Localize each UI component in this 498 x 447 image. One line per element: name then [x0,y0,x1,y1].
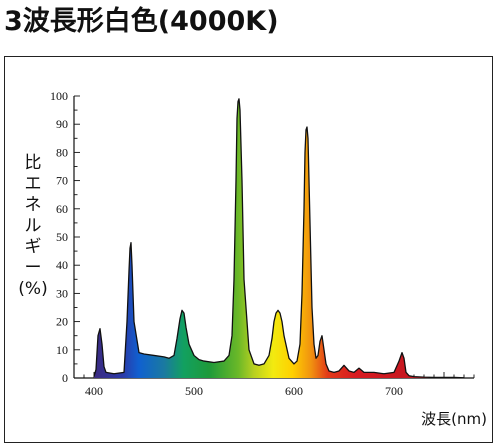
y-tick-label: 100 [50,89,68,103]
y-tick-label: 20 [56,315,68,329]
spectrum-outline [93,98,465,379]
y-tick-label: 40 [56,258,68,272]
y-axis-label-char: エ [25,174,42,194]
x-ticks-group: 400 500 600 700 [85,384,403,398]
y-axis-label-char: ギ [25,237,42,257]
y-tick-label: 90 [56,117,68,131]
y-axis-label-char: 比 [25,153,42,173]
y-ticks-group: 0 10 20 30 40 50 60 70 80 90 100 [50,89,68,385]
x-axis-label: 波長(nm) [421,410,487,428]
y-axis-label-char: ル [25,216,42,236]
y-tick-label: 60 [56,202,68,216]
y-tick-label: 0 [62,371,68,385]
y-tick-label: 70 [56,174,68,188]
x-tick-label: 600 [285,384,303,398]
chart-frame [4,56,493,443]
x-tick-label: 400 [85,384,103,398]
x-tick-label: 500 [185,384,203,398]
y-axis-label-char: ー [25,258,42,278]
y-tick-label: 80 [56,145,68,159]
chart-title: 3波長形白色(4000K) [4,6,279,37]
y-axis-label-char: (%) [18,279,47,299]
y-axis-label-char: ネ [25,195,42,215]
spectrum-area [94,98,464,378]
y-tick-label: 30 [56,286,68,300]
y-tick-label: 50 [56,230,68,244]
x-tick-label: 700 [385,384,403,398]
y-tick-label: 10 [56,343,68,357]
